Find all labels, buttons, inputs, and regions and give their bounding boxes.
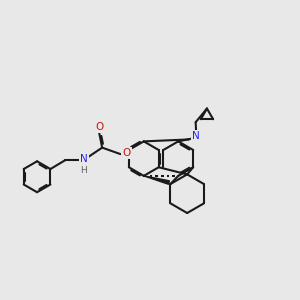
Text: N: N — [80, 154, 88, 164]
Text: O: O — [122, 148, 131, 158]
Text: O: O — [95, 122, 104, 132]
Text: H: H — [80, 166, 87, 175]
Polygon shape — [144, 176, 169, 184]
Text: N: N — [192, 131, 200, 141]
